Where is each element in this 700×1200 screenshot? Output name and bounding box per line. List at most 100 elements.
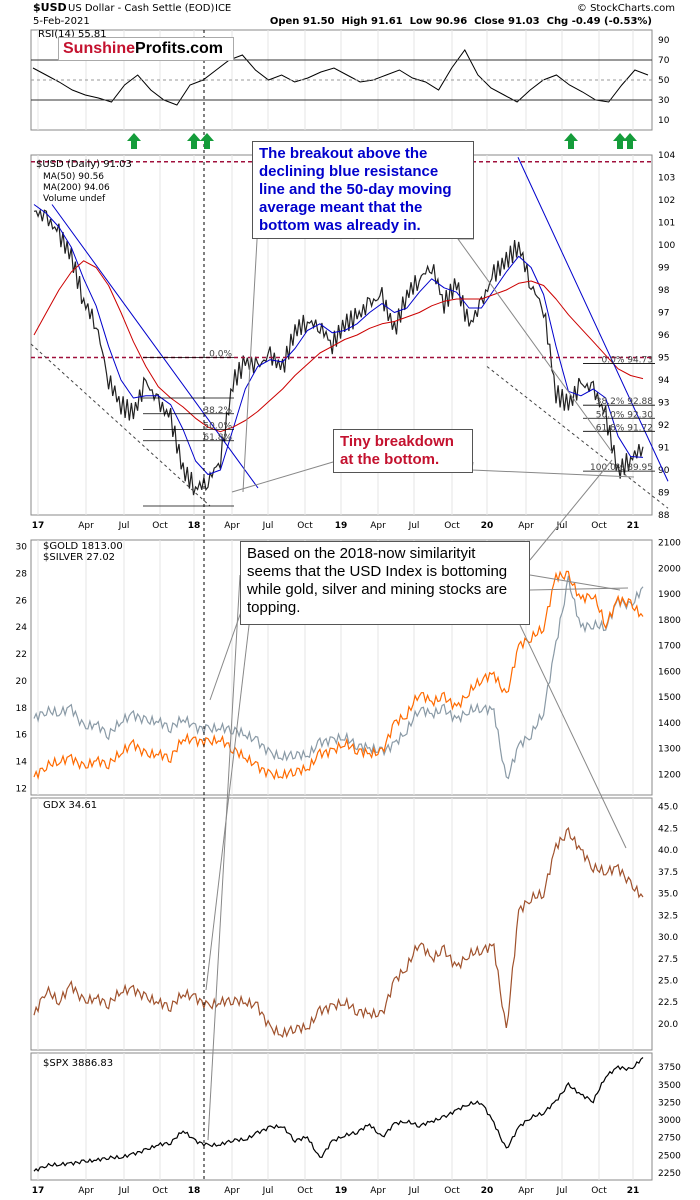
y-tick-label: 20	[16, 677, 28, 687]
y-tick-label: 100	[658, 241, 675, 251]
y-tick-label: 3500	[658, 1081, 681, 1091]
fib-label-2017: 38.2%	[203, 406, 232, 416]
callout-pointer-similarity-spx	[207, 574, 241, 1141]
rsi-title: RSI(14) 55.81	[38, 29, 107, 40]
x-tick-label-mid: Oct	[297, 521, 313, 531]
y-tick-label: 1700	[658, 642, 681, 652]
buy-signal-arrow-icon	[200, 133, 214, 149]
usd-ma200-line	[33, 260, 644, 433]
fib-label-2020: 61.8% 91.72	[596, 423, 653, 433]
support-dashed-line-2020	[486, 366, 669, 509]
x-tick-label-bottom: Jul	[408, 1186, 420, 1196]
spx-line	[33, 1057, 644, 1172]
y-tick-label: 99	[658, 264, 670, 274]
y-tick-label: 35.0	[658, 890, 678, 900]
y-tick-label: 50	[658, 76, 670, 86]
y-tick-label: 2250	[658, 1169, 681, 1179]
header-quote: Open 91.50 High 91.61 Low 90.96 Close 91…	[270, 16, 652, 27]
x-tick-label-bottom: Apr	[78, 1186, 94, 1196]
y-tick-label: 18	[16, 704, 28, 714]
y-tick-label: 93	[658, 399, 669, 409]
y-tick-label: 96	[658, 331, 670, 341]
y-tick-label: 26	[16, 596, 28, 606]
silver-line	[33, 575, 644, 780]
gold-line	[33, 570, 644, 781]
fib-label-2020: 100.0% 89.95	[590, 463, 653, 473]
y-tick-label: 30.0	[658, 933, 678, 943]
y-tick-label: 1300	[658, 745, 681, 755]
x-tick-label-mid: Apr	[518, 521, 534, 531]
y-tick-label: 24	[16, 623, 28, 633]
x-tick-label-mid: Jul	[556, 521, 568, 531]
x-tick-label-mid: 20	[481, 521, 494, 531]
y-tick-label: 20.0	[658, 1020, 678, 1030]
x-tick-label-mid: 19	[335, 521, 348, 531]
y-tick-label: 27.5	[658, 955, 678, 965]
y-tick-label: 42.5	[658, 824, 678, 834]
blue-resistance-line-2020	[517, 157, 669, 482]
y-tick-label: 102	[658, 196, 675, 206]
y-tick-label: 32.5	[658, 911, 678, 921]
header-credit: © StockCharts.com	[577, 3, 675, 14]
callout-pointer-breakdown-left	[231, 461, 334, 493]
y-tick-label: 2500	[658, 1151, 681, 1161]
x-tick-label-mid: Oct	[591, 521, 607, 531]
legend-ma200: MA(200) 94.06	[43, 183, 110, 193]
support-dashed-line-2017	[30, 343, 211, 507]
legend-gold: $GOLD 1813.00	[43, 541, 123, 552]
callout-pointer-similarity-gold-right	[529, 574, 621, 591]
y-tick-label: 40.0	[658, 846, 678, 856]
fib-label-2020: 50.0% 92.30	[596, 410, 653, 420]
fib-label-2017: 0.0%	[209, 350, 232, 360]
y-tick-label: 94	[658, 376, 670, 386]
x-tick-label-bottom: 21	[627, 1186, 640, 1196]
y-tick-label: 97	[658, 309, 669, 319]
y-tick-label: 89	[658, 489, 670, 499]
x-tick-label-mid: Apr	[78, 521, 94, 531]
annotation-breakout: The breakout above the declining blue re…	[252, 141, 474, 239]
x-tick-label-mid: Jul	[408, 521, 420, 531]
x-tick-label-bottom: Jul	[118, 1186, 130, 1196]
callout-pointer-similarity-usd-right	[529, 459, 613, 561]
y-tick-label: 88	[658, 511, 670, 521]
y-tick-label: 22	[16, 650, 27, 660]
y-tick-label: 1200	[658, 770, 681, 780]
usd-title: $USD (Daily) 91.03	[36, 159, 132, 170]
x-tick-label-bottom: Jul	[556, 1186, 568, 1196]
buy-signal-arrow-icon	[613, 133, 627, 149]
y-tick-label: 30	[16, 543, 28, 553]
x-tick-label-bottom: 18	[188, 1186, 201, 1196]
y-tick-label: 103	[658, 174, 675, 184]
header-symbol: $USD	[33, 1, 67, 14]
buy-signal-arrow-icon	[187, 133, 201, 149]
x-tick-label-bottom: Jul	[262, 1186, 274, 1196]
x-tick-label-mid: Oct	[152, 521, 168, 531]
y-tick-label: 2000	[658, 564, 681, 574]
buy-signal-arrow-icon	[127, 133, 141, 149]
y-tick-label: 101	[658, 219, 675, 229]
x-tick-label-mid: Jul	[118, 521, 130, 531]
x-tick-label-mid: 17	[32, 521, 45, 531]
x-tick-label-bottom: Apr	[518, 1186, 534, 1196]
y-tick-label: 104	[658, 151, 675, 161]
x-tick-label-mid: 18	[188, 521, 201, 531]
header-name: US Dollar - Cash Settle (EOD)	[68, 3, 215, 14]
x-tick-label-mid: Jul	[262, 521, 274, 531]
legend-ma50: MA(50) 90.56	[43, 172, 104, 182]
y-tick-label: 1900	[658, 590, 681, 600]
legend-silver: $SILVER 27.02	[43, 552, 115, 563]
x-tick-label-bottom: Oct	[297, 1186, 313, 1196]
x-tick-label-bottom: 17	[32, 1186, 45, 1196]
gdx-title: GDX 34.61	[43, 800, 97, 811]
gdx-line	[33, 826, 644, 1038]
y-tick-label: 90	[658, 36, 670, 46]
header-date: 5-Feb-2021	[33, 16, 90, 27]
spx-title: $SPX 3886.83	[43, 1058, 113, 1069]
buy-signal-arrow-icon	[564, 133, 578, 149]
y-tick-label: 2750	[658, 1134, 681, 1144]
y-tick-label: 3250	[658, 1098, 681, 1108]
sunshine-profits-logo: SunshineProfits.com	[58, 37, 234, 61]
x-tick-label-bottom: Oct	[444, 1186, 460, 1196]
y-tick-label: 98	[658, 286, 670, 296]
